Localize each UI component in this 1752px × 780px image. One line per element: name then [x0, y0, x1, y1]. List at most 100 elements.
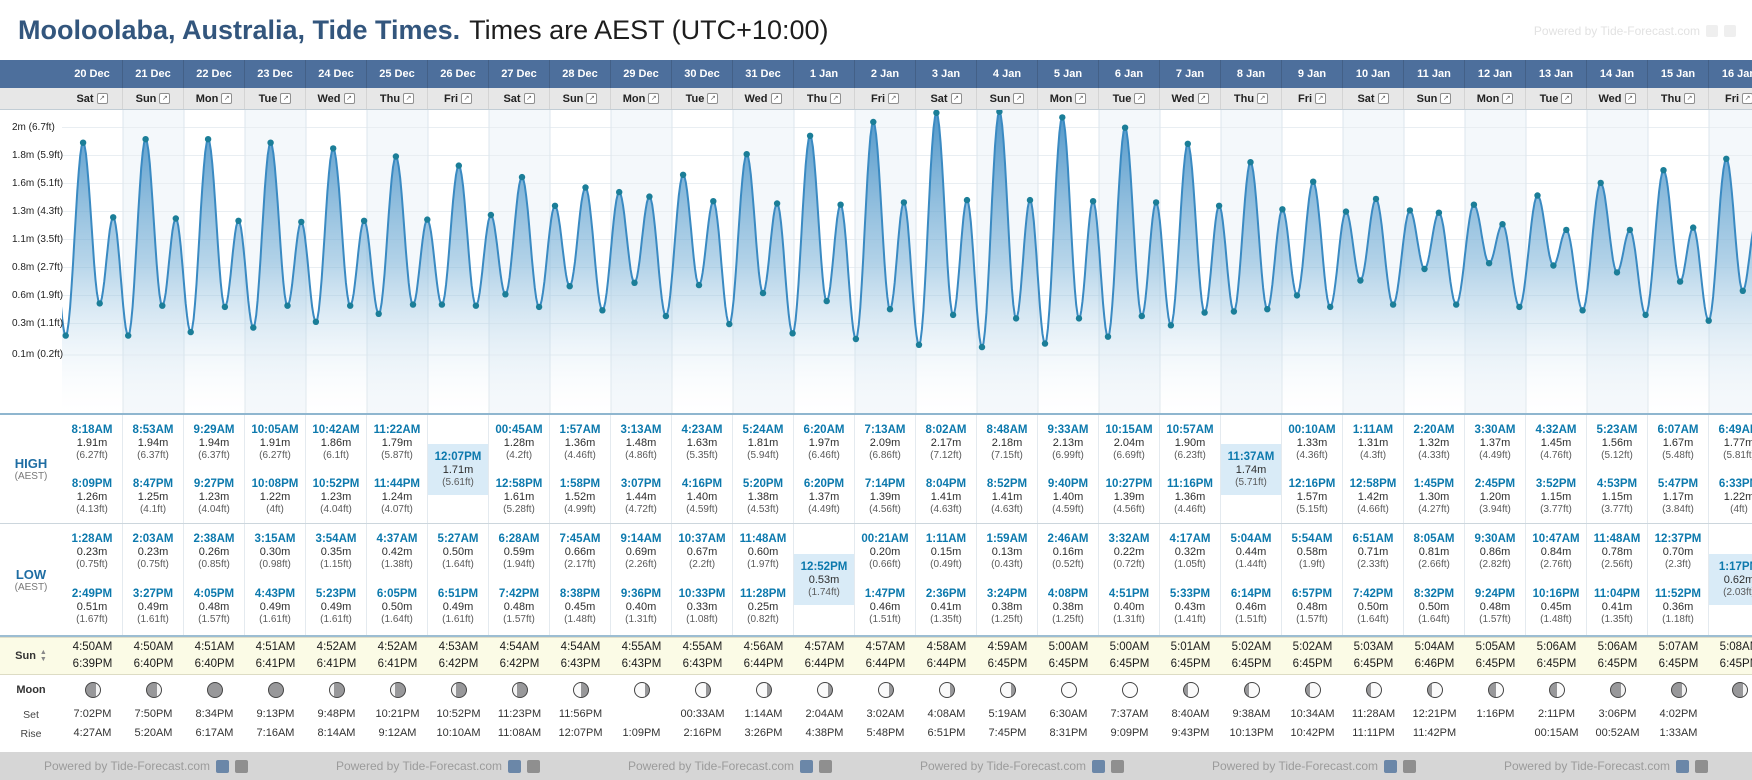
date-header-cell: 20 Dec: [62, 60, 123, 88]
high-tide-column: 10:42AM 1.86m (6.1ft) 10:52PM 1.23m (4.04ft): [306, 415, 367, 523]
y-axis-label: 0.6m (1.9ft): [12, 289, 64, 301]
moon-label: Moon: [16, 684, 46, 696]
low-tide-time: 12:37PM: [1654, 533, 1702, 545]
moon-phase-cell: [1404, 675, 1465, 705]
moonrise-time: 9:12AM: [378, 727, 417, 739]
expand-day-icon[interactable]: ↗: [221, 93, 233, 104]
tide-point: [172, 215, 179, 222]
expand-day-icon[interactable]: ↗: [950, 93, 962, 104]
date-header-cell: 25 Dec: [367, 60, 428, 88]
low-tide-time: 1:47PM: [864, 588, 906, 600]
low-tide-column: 3:15AM 0.30m (0.98ft) 4:43PM 0.49m (1.61ft): [245, 524, 306, 635]
expand-day-icon[interactable]: ↗: [1013, 93, 1025, 104]
weekday-label: Sat: [76, 92, 94, 105]
sunset-time: 6:44PM: [865, 658, 906, 670]
tide-point: [837, 201, 844, 208]
low-tide-entry: 4:43PM 0.49m (1.61ft): [245, 579, 305, 634]
low-tide-height-ft: (1.31ft): [625, 614, 657, 625]
low-tide-height-ft: (0.85ft): [198, 559, 230, 570]
low-tide-entry: 2:49PM 0.51m (1.67ft): [62, 579, 122, 634]
low-tide-height-m: 0.66m: [564, 546, 596, 558]
low-tide-height-ft: (0.98ft): [259, 559, 291, 570]
expand-day-icon[interactable]: ↗: [1440, 93, 1452, 104]
expand-day-icon[interactable]: ↗: [830, 93, 842, 104]
high-tide-column: 5:24AM 1.81m (5.94ft) 5:20PM 1.38m (4.53ft): [733, 415, 794, 523]
low-tide-column: 7:45AM 0.66m (2.17ft) 8:38PM 0.45m (1.48ft): [550, 524, 611, 635]
expand-day-icon[interactable]: ↗: [1377, 93, 1389, 104]
high-tide-height-ft: (4.63ft): [991, 503, 1023, 515]
y-axis-label: 0.8m (2.7ft): [12, 261, 64, 273]
high-tide-entry: 6:07AM 1.67m (5.48ft): [1648, 415, 1708, 469]
tide-point: [886, 306, 894, 313]
high-tide-time: 8:04PM: [925, 477, 967, 490]
moon-phase-cell: [611, 675, 672, 705]
expand-day-icon[interactable]: ↗: [1075, 93, 1087, 104]
expand-day-icon[interactable]: ↗: [1624, 93, 1636, 104]
expand-day-icon[interactable]: ↗: [523, 93, 535, 104]
moon-phase-icon: [84, 682, 101, 698]
expand-day-icon[interactable]: ↗: [403, 93, 415, 104]
expand-day-icon[interactable]: ↗: [648, 93, 660, 104]
low-tide-height-ft: (1.15ft): [320, 559, 352, 570]
low-tide-time: 10:37AM: [678, 533, 726, 545]
expand-day-icon[interactable]: ↗: [1502, 93, 1514, 104]
weekday-cell: Tue ↗: [1099, 88, 1160, 109]
expand-day-icon[interactable]: ↗: [586, 93, 598, 104]
expand-day-icon[interactable]: ↗: [770, 93, 782, 104]
weekday-label: Fri: [443, 92, 459, 105]
low-tide-entry: 7:42PM 0.48m (1.57ft): [489, 579, 549, 634]
expand-day-icon[interactable]: ↗: [280, 93, 292, 104]
moon-phase-icon: [633, 682, 650, 698]
low-tide-time: 11:48AM: [1593, 533, 1641, 545]
moonset-time: 8:40AM: [1171, 708, 1210, 720]
high-tide-entry: 9:27PM 1.23m (4.04ft): [184, 469, 244, 523]
tide-point: [1184, 140, 1192, 147]
expand-day-icon[interactable]: ↗: [1742, 93, 1752, 104]
high-tide-entry: 9:40PM 1.40m (4.59ft): [1038, 469, 1098, 523]
expand-day-icon[interactable]: ↗: [1684, 93, 1696, 104]
moon-phase-cell: [1221, 675, 1282, 705]
moon-phase-cell: [428, 675, 489, 705]
high-tide-height-ft: (4.86ft): [625, 449, 657, 461]
high-tide-height-m: 1.57m: [1296, 490, 1328, 503]
moon-phase-cell: [1587, 675, 1648, 705]
sunset-time: 6:45PM: [1231, 658, 1272, 670]
expand-day-icon[interactable]: ↗: [1561, 93, 1573, 104]
expand-day-icon[interactable]: ↗: [1315, 93, 1327, 104]
high-tide-height-ft: (4.2ft): [505, 449, 533, 461]
tide-point: [1550, 262, 1557, 269]
low-tide-entry: 5:54AM 0.58m (1.9ft): [1282, 524, 1342, 579]
expand-day-icon[interactable]: ↗: [343, 93, 355, 104]
weekday-cell: Tue ↗: [672, 88, 733, 109]
tide-point: [159, 302, 166, 309]
expand-day-icon[interactable]: ↗: [1197, 93, 1209, 104]
low-tide-time: 8:38PM: [559, 588, 601, 600]
expand-day-icon[interactable]: ↗: [159, 93, 171, 104]
high-tide-time: 8:48AM: [986, 423, 1028, 436]
expand-day-icon[interactable]: ↗: [96, 93, 108, 104]
low-tide-height-m: 0.41m: [1601, 601, 1633, 613]
high-tide-height-m: 1.61m: [503, 490, 535, 503]
low-tide-entry: 3:15AM 0.30m (0.98ft): [245, 524, 305, 579]
high-tide-time: 9:40PM: [1047, 477, 1089, 490]
low-tide-height-ft: (0.75ft): [76, 559, 108, 570]
tide-point: [424, 216, 431, 223]
low-tide-height-ft: (1.57ft): [503, 614, 535, 625]
sunrise-time: 5:04AM: [1414, 641, 1455, 653]
expand-day-icon[interactable]: ↗: [461, 93, 473, 104]
high-tide-entry: 5:47PM 1.17m (3.84ft): [1648, 469, 1708, 523]
low-tide-height-m: 0.45m: [564, 601, 596, 613]
expand-day-icon[interactable]: ↗: [1257, 93, 1269, 104]
date-header-cell: 10 Jan: [1343, 60, 1404, 88]
high-tide-column: 3:30AM 1.37m (4.49ft) 2:45PM 1.20m (3.94ft): [1465, 415, 1526, 523]
high-tide-height-ft: (5.48ft): [1662, 449, 1694, 461]
low-tide-height-ft: (1.05ft): [1174, 559, 1206, 570]
watermark-text: Powered by Tide-Forecast.com: [1211, 759, 1379, 773]
expand-day-icon[interactable]: ↗: [1134, 93, 1146, 104]
sunrise-time: 5:00AM: [1109, 641, 1150, 653]
low-tide-height-m: 0.49m: [320, 601, 352, 613]
expand-day-icon[interactable]: ↗: [888, 93, 900, 104]
expand-day-icon[interactable]: ↗: [707, 93, 719, 104]
tide-point: [267, 139, 274, 146]
moon-phase-icon: [938, 682, 955, 698]
